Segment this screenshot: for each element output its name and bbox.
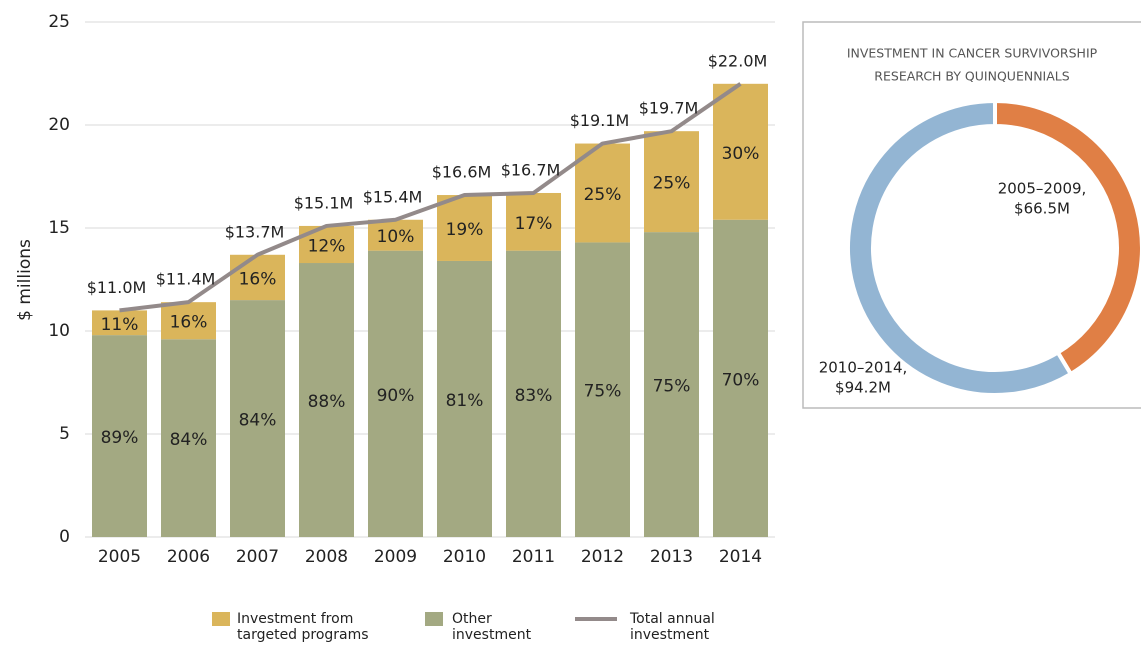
donut-title: RESEARCH BY QUINQUENNIALS [874, 69, 1069, 84]
y-tick-label: 5 [59, 424, 70, 444]
donut-title: INVESTMENT IN CANCER SURVIVORSHIP [847, 46, 1098, 61]
bar-segment [644, 232, 699, 537]
total-label: $15.4M [363, 187, 423, 206]
bar-segment [644, 131, 699, 233]
bar-segment [230, 254, 285, 301]
segment-label: 75% [584, 382, 622, 402]
bar-segment [161, 339, 216, 537]
x-tick-label: 2011 [512, 547, 555, 567]
bar-segment [506, 192, 561, 251]
bar-segment [437, 195, 492, 261]
segment-label: 25% [653, 174, 691, 194]
segment-label: 88% [308, 392, 346, 412]
total-label: $22.0M [708, 51, 768, 70]
x-tick-label: 2006 [167, 547, 210, 567]
bar-segment [575, 143, 630, 243]
x-tick-label: 2014 [719, 547, 762, 567]
bar-segment [437, 260, 492, 537]
bar-segment [230, 300, 285, 537]
legend-swatch [212, 612, 230, 626]
x-tick-label: 2012 [581, 547, 624, 567]
segment-label: 70% [722, 370, 760, 390]
y-axis-label: $ millions [15, 239, 35, 321]
slice-category: 2005–2009, [998, 180, 1087, 198]
segment-label: 84% [170, 430, 208, 450]
segment-label: 75% [653, 377, 691, 397]
slice-value: $66.5M [1014, 200, 1070, 218]
segment-label: 17% [515, 214, 553, 234]
slice-value: $94.2M [835, 379, 891, 397]
total-label: $15.1M [294, 193, 354, 212]
x-tick-label: 2005 [98, 547, 141, 567]
y-tick-label: 15 [48, 218, 70, 238]
y-tick-label: 20 [48, 115, 70, 135]
bar-segment [575, 242, 630, 538]
bar-segment [92, 310, 147, 336]
segment-label: 16% [239, 269, 277, 289]
segment-label: 84% [239, 411, 277, 431]
legend-label: Total annual investment [630, 611, 715, 643]
bar-segment [368, 219, 423, 251]
legend-label: Other investment [452, 611, 532, 643]
segment-label: 12% [308, 236, 346, 256]
total-label: $13.7M [225, 222, 285, 241]
total-label: $16.7M [501, 160, 561, 179]
bar-segment [713, 219, 768, 537]
donut-slice [993, 98, 1141, 377]
segment-label: 16% [170, 313, 208, 333]
legend-label: Investment from targeted programs [237, 611, 369, 643]
segment-label: 90% [377, 386, 415, 406]
bar-segment [368, 250, 423, 537]
bar-segment [92, 335, 147, 537]
legend-swatch [425, 612, 443, 626]
panel-frame [802, 21, 1141, 409]
segment-label: 89% [101, 428, 139, 448]
bar-segment [299, 263, 354, 537]
segment-label: 11% [101, 315, 139, 335]
segment-label: 25% [584, 185, 622, 205]
total-label: $11.0M [87, 278, 147, 297]
segment-label: 19% [446, 220, 484, 240]
slice-category: 2010–2014, [819, 359, 908, 377]
x-tick-label: 2013 [650, 547, 693, 567]
y-tick-label: 10 [48, 321, 70, 341]
total-label: $19.7M [639, 99, 699, 118]
x-tick-label: 2009 [374, 547, 417, 567]
x-tick-label: 2008 [305, 547, 348, 567]
segment-label: 81% [446, 391, 484, 411]
segment-label: 30% [722, 144, 760, 164]
donut-slice [846, 98, 1074, 397]
x-tick-label: 2007 [236, 547, 279, 567]
y-tick-label: 25 [48, 12, 70, 32]
x-tick-label: 2010 [443, 547, 486, 567]
y-tick-label: 0 [59, 527, 70, 547]
segment-label: 10% [377, 227, 415, 247]
total-line [119, 82, 742, 313]
segment-label: 83% [515, 386, 553, 406]
bar-segment [161, 302, 216, 340]
bar-segment [506, 250, 561, 537]
total-label: $19.1M [570, 111, 630, 130]
bar-segment [713, 83, 768, 220]
total-label: $16.6M [432, 163, 492, 182]
total-label: $11.4M [156, 270, 216, 289]
